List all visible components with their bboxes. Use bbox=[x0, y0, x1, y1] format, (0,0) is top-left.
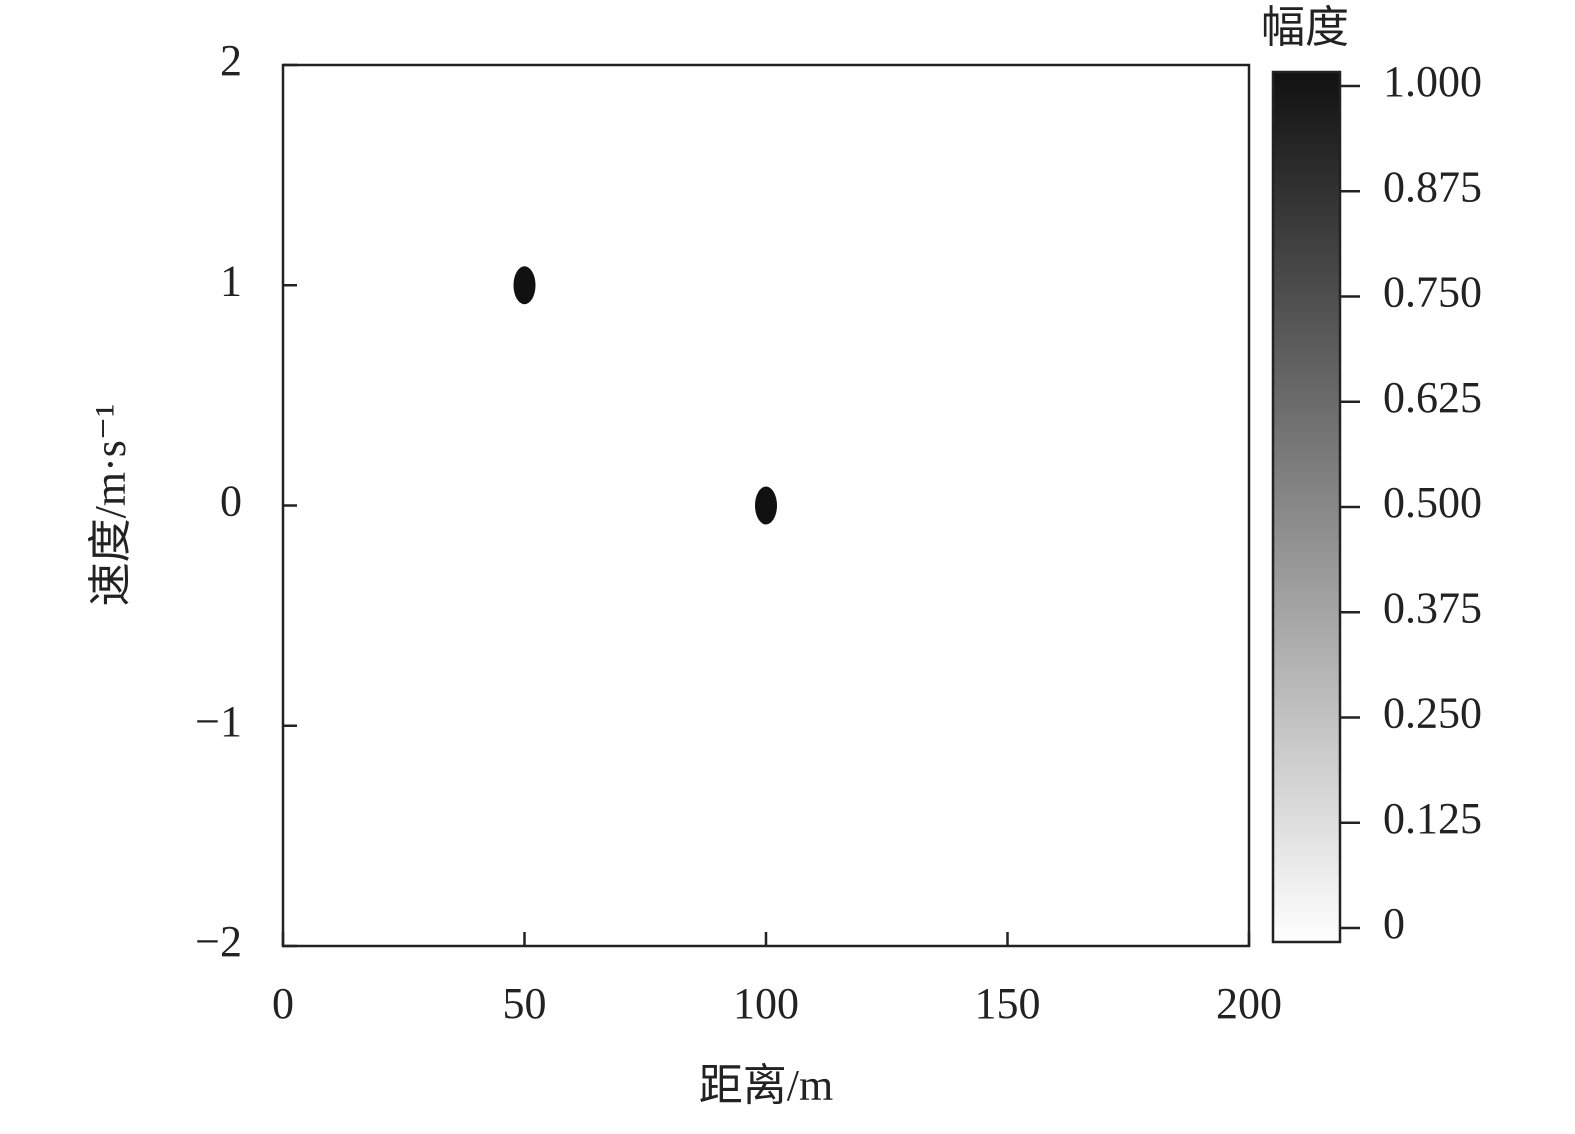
y-tick-label: 2 bbox=[220, 36, 242, 85]
colorbar-tick-label: 0.625 bbox=[1383, 373, 1482, 422]
colorbar-tick-label: 0.750 bbox=[1383, 268, 1482, 317]
colorbar-tick-label: 0.375 bbox=[1383, 583, 1482, 632]
colorbar-tick-label: 0.875 bbox=[1383, 162, 1482, 211]
target-blob bbox=[755, 486, 777, 525]
x-tick-label: 50 bbox=[503, 979, 547, 1028]
x-tick-label: 200 bbox=[1216, 979, 1282, 1028]
y-tick-label: 0 bbox=[220, 477, 242, 526]
x-tick-label: 0 bbox=[272, 979, 294, 1028]
x-axis-label: 距离/m bbox=[699, 1061, 833, 1110]
y-tick-label: 1 bbox=[220, 256, 242, 305]
colorbar bbox=[1271, 70, 1342, 944]
target-blob bbox=[513, 266, 536, 305]
colorbar-tick-label: 0.500 bbox=[1383, 478, 1482, 527]
y-tick-label: −1 bbox=[195, 697, 242, 746]
x-tick-label: 100 bbox=[733, 979, 799, 1028]
y-tick-label: −2 bbox=[195, 917, 242, 966]
colorbar-title: 幅度 bbox=[1261, 3, 1349, 52]
colorbar-tick-label: 0.250 bbox=[1383, 689, 1482, 738]
x-tick-label: 150 bbox=[975, 979, 1041, 1028]
colorbar-tick-label: 0 bbox=[1383, 899, 1405, 948]
y-axis-label: 速度/m·s⁻¹ bbox=[86, 404, 135, 607]
colorbar-tick-label: 0.125 bbox=[1383, 794, 1482, 843]
colorbar-tick-label: 1.000 bbox=[1383, 57, 1482, 106]
